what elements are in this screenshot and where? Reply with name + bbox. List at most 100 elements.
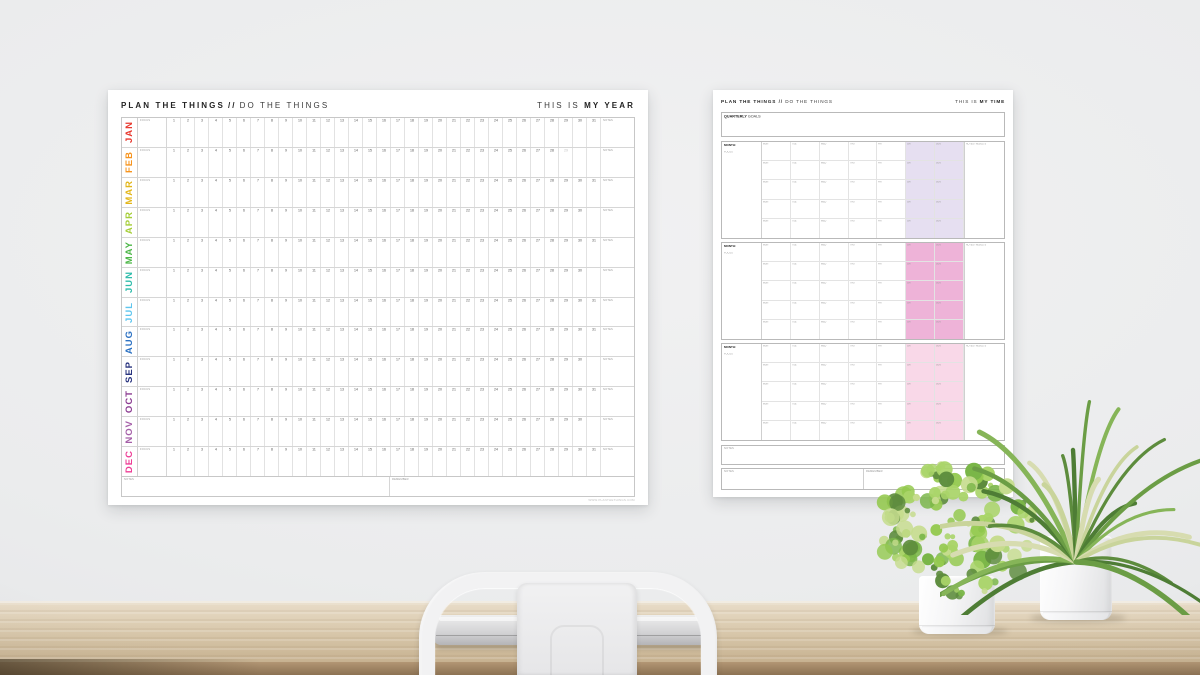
week-day-cell: SUN xyxy=(935,300,964,320)
day-number: 16 xyxy=(381,238,386,243)
week-day-cell: THU xyxy=(848,363,878,383)
day-cell: 20 xyxy=(433,118,447,147)
day-header-label: FRI xyxy=(878,162,883,165)
day-header-label: WED xyxy=(820,263,827,266)
day-header-label: MON xyxy=(763,364,769,367)
day-cell: 2 xyxy=(181,387,195,417)
day-number: 3 xyxy=(200,148,203,153)
week-day-cell: MON xyxy=(762,218,791,238)
day-cell: 5 xyxy=(223,327,237,357)
day-cell: 3 xyxy=(195,237,209,267)
day-number: 22 xyxy=(465,418,470,422)
day-header-label: SAT xyxy=(907,219,912,223)
day-cell: 3 xyxy=(195,297,209,327)
day-cell: 31 xyxy=(587,177,601,207)
day-cell: 19 xyxy=(419,357,433,387)
week-day-cell: TUE xyxy=(790,344,820,364)
day-cell: 16 xyxy=(377,118,391,147)
day-number: 23 xyxy=(479,119,484,123)
day-cell: 24 xyxy=(489,357,503,387)
day-cell: 23 xyxy=(475,417,489,447)
day-cell: 11 xyxy=(307,417,321,447)
week-day-cell: FRI xyxy=(877,161,907,181)
day-cell: 25 xyxy=(503,118,517,147)
day-number: 3 xyxy=(200,358,203,362)
month-row: OCT FOCUS 1 2 3 4 5 6 7 8 9 10 11 12 13 14 15 16 17 18 19 20 2… xyxy=(122,387,634,418)
day-header-label: MON xyxy=(763,263,769,266)
week-day-cell: WED xyxy=(819,344,849,364)
focus-label: FOCUS xyxy=(140,148,151,152)
day-cell: 2 xyxy=(181,207,195,237)
day-number: 20 xyxy=(437,328,442,332)
month-label-cell: DEC xyxy=(122,447,138,477)
day-number: 3 xyxy=(200,208,203,213)
day-cell: 5 xyxy=(223,177,237,207)
day-cell: 2 xyxy=(181,297,195,327)
day-number: 23 xyxy=(479,238,484,243)
week-day-cell: WED xyxy=(820,420,849,440)
day-number: 12 xyxy=(325,358,330,362)
day-cell: 23 xyxy=(475,447,489,477)
day-cell: 25 xyxy=(503,417,517,447)
day-header-label: SAT xyxy=(907,244,912,247)
week-day-cell: MON xyxy=(762,382,791,402)
day-cell: 13 xyxy=(335,207,349,237)
month-label: FEB xyxy=(124,151,135,174)
day-number: 25 xyxy=(507,148,512,153)
day-number: 23 xyxy=(479,178,484,183)
day-cell: 4 xyxy=(209,327,223,357)
day-header-label: SUN xyxy=(936,219,941,223)
day-header-label: WED xyxy=(820,143,827,146)
week-day-cell: MON xyxy=(762,344,791,364)
bottom-left-cell: NOTES xyxy=(722,469,865,489)
day-cell: 29 xyxy=(559,237,573,267)
day-number: 26 xyxy=(521,418,526,422)
day-cell: 9 xyxy=(279,417,293,447)
day-cell: 8 xyxy=(265,237,279,267)
day-cell: 19 xyxy=(419,207,433,237)
day-header-label: MON xyxy=(763,301,769,304)
day-header-label: WED xyxy=(820,383,827,386)
notes-label: NOTES xyxy=(603,418,613,421)
poster-title-separator: // xyxy=(778,99,783,105)
day-cell: 23 xyxy=(475,147,489,177)
day-cell: 19 xyxy=(419,267,433,297)
day-number: 25 xyxy=(507,388,512,392)
spider-plant-leaves xyxy=(940,400,1200,615)
day-number: 8 xyxy=(270,298,273,303)
focus-label: FOCUS xyxy=(140,119,151,122)
day-header-label: THU xyxy=(849,345,855,348)
day-number: 28 xyxy=(549,268,554,273)
day-cell: 10 xyxy=(293,387,307,417)
day-cell: 15 xyxy=(363,207,377,237)
day-number: 5 xyxy=(228,388,231,392)
month-section: MONTH: FOCUS MON TUE WED THU FRI SAT SUN MON TUE WE… xyxy=(721,242,1005,340)
day-cell: 22 xyxy=(461,267,475,297)
day-number: 12 xyxy=(325,328,330,332)
month-label-cell: JAN xyxy=(122,118,138,147)
week-day-cell: FRI xyxy=(877,199,907,219)
day-number: 16 xyxy=(381,448,386,452)
day-number: 12 xyxy=(325,238,330,243)
day-cell: 29 xyxy=(559,267,573,297)
day-number: 22 xyxy=(465,388,470,392)
day-header-label: THU xyxy=(849,282,855,285)
day-number: 31 xyxy=(591,448,596,452)
poster-title: PLAN THE THINGS//DO THE THINGS xyxy=(121,101,329,110)
day-header-label: FRI xyxy=(878,143,883,146)
day-cell: 24 xyxy=(489,447,503,477)
day-number: 9 xyxy=(284,298,287,303)
week-day-cell: THU xyxy=(848,142,878,162)
day-header-label: MON xyxy=(763,143,769,146)
day-cell: 2 xyxy=(181,417,195,447)
day-number: 26 xyxy=(521,388,526,392)
day-header-label: THU xyxy=(849,219,855,223)
day-number: 7 xyxy=(256,358,259,362)
day-number: 9 xyxy=(284,328,287,332)
day-cell: 19 xyxy=(419,118,433,147)
day-number: 22 xyxy=(465,238,470,243)
day-cell: 25 xyxy=(503,447,517,477)
day-cell: 18 xyxy=(405,357,419,387)
day-cell: 4 xyxy=(209,357,223,387)
